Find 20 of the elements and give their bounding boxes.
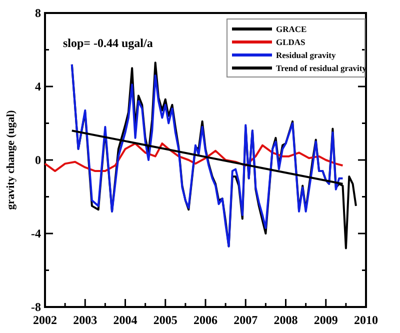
legend-label: Trend of residual gravity bbox=[276, 62, 368, 73]
x-tick-label: 2009 bbox=[314, 313, 338, 327]
x-tick-label: 2004 bbox=[113, 313, 138, 327]
x-tick-label: 2006 bbox=[194, 313, 218, 327]
y-axis-title: gravity change (ugal) bbox=[5, 110, 17, 210]
x-tick-label: 2002 bbox=[33, 313, 57, 327]
annotation: slop= -0.44 ugal/a bbox=[63, 36, 153, 50]
y-tick-label: 8 bbox=[35, 6, 41, 20]
x-tick-label: 2005 bbox=[153, 313, 178, 327]
legend-label: GRACE bbox=[276, 24, 308, 34]
y-tick-label: -4 bbox=[31, 226, 41, 241]
x-tick-label: 2010 bbox=[354, 313, 378, 327]
y-tick-label: 0 bbox=[35, 153, 41, 168]
y-tick-label: -8 bbox=[31, 300, 41, 314]
legend-label: Residual gravity bbox=[276, 50, 336, 60]
x-tick-label: 2003 bbox=[73, 313, 98, 327]
y-tick-label: 4 bbox=[35, 80, 41, 94]
x-tick-label: 2007 bbox=[234, 313, 258, 327]
x-tick-label: 2008 bbox=[274, 313, 298, 327]
legend-label: GLDAS bbox=[276, 36, 306, 47]
